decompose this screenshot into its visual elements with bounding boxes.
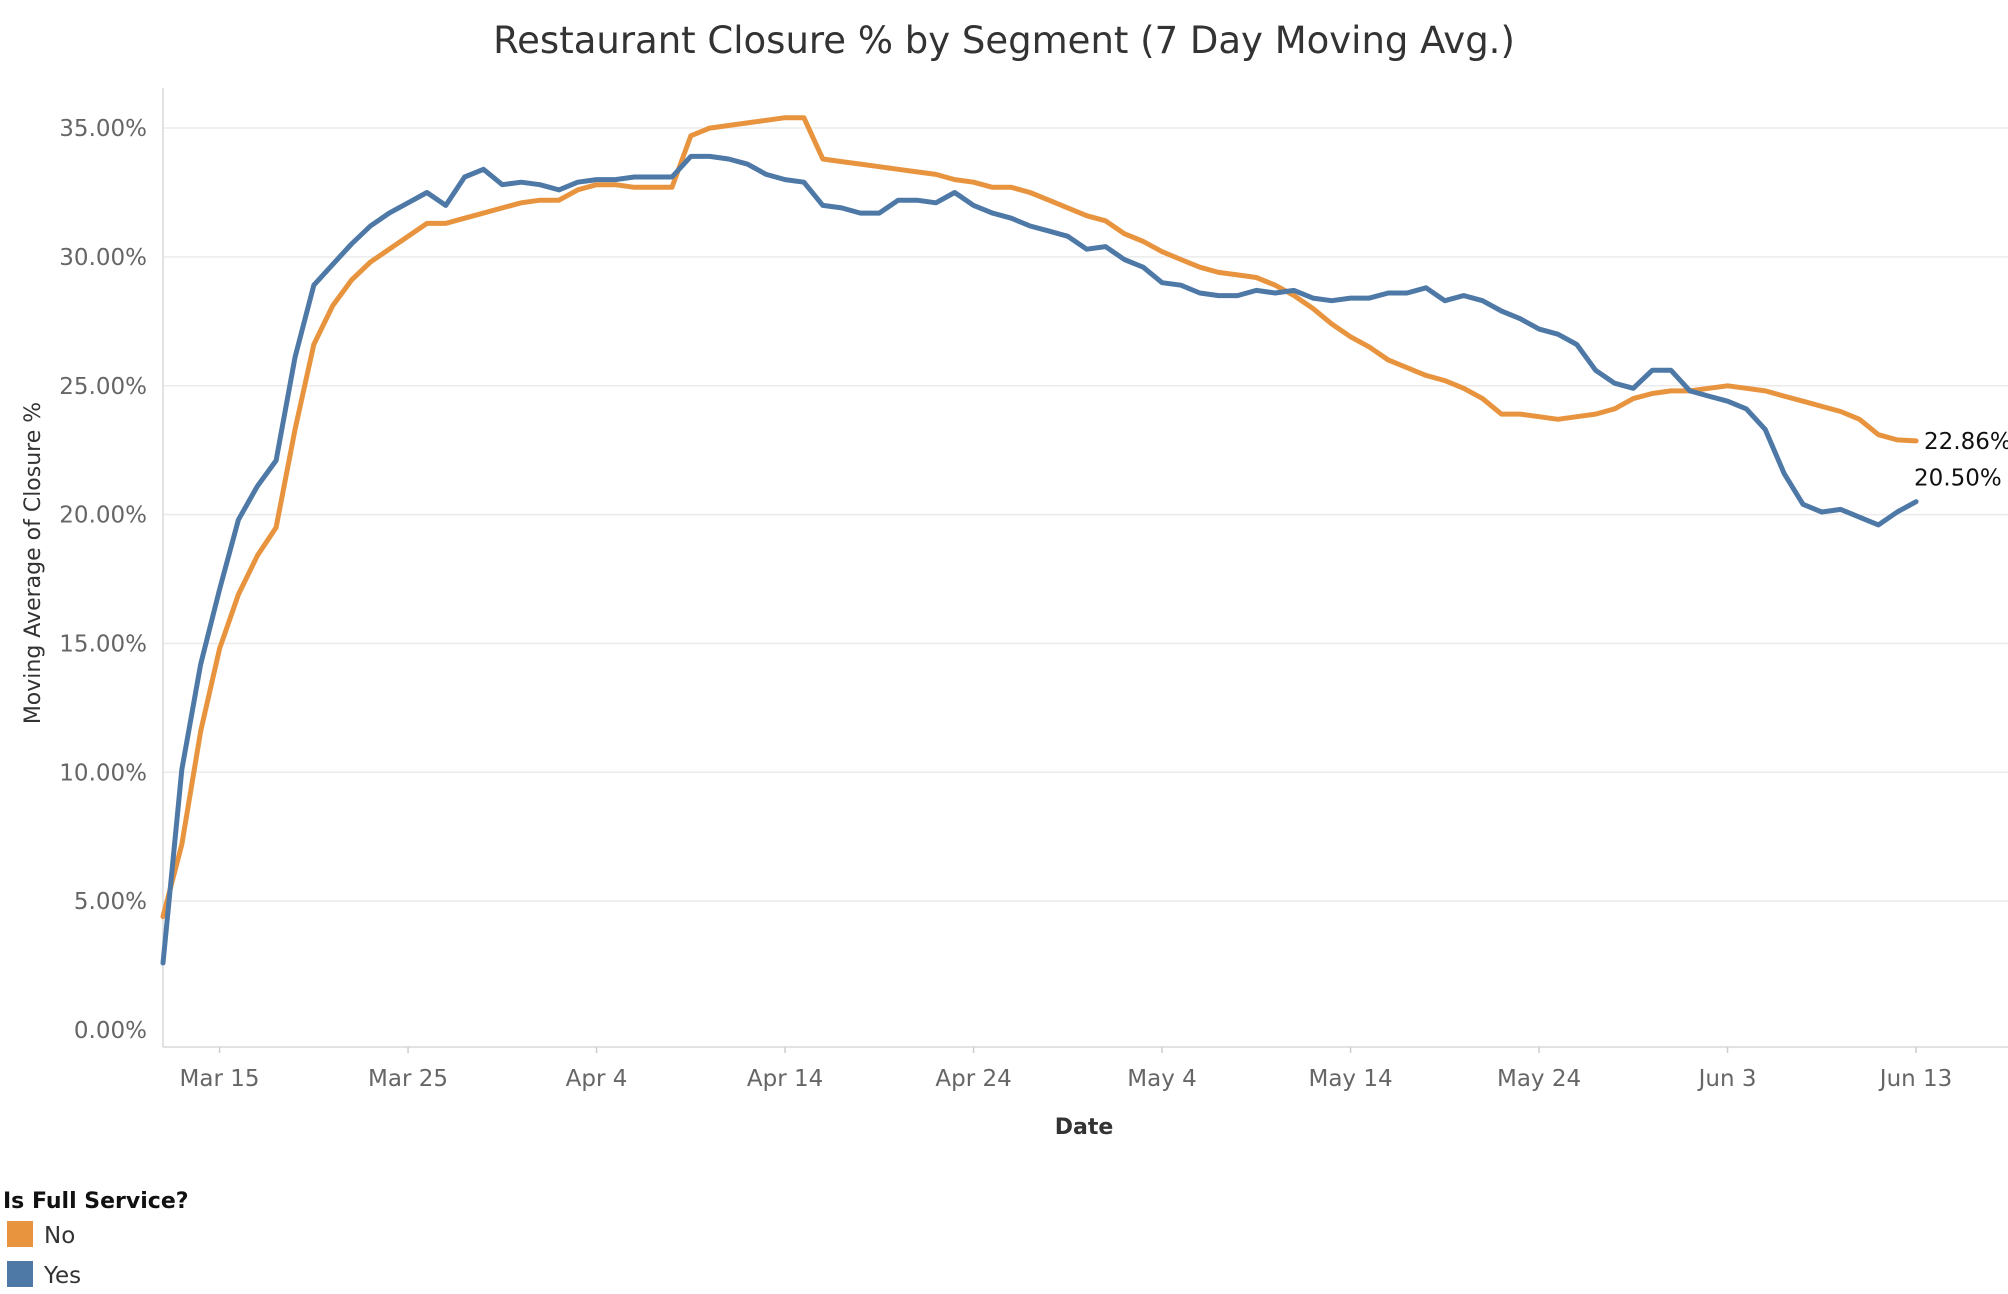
chart-title: Restaurant Closure % by Segment (7 Day M… bbox=[493, 19, 1515, 62]
legend-label-no: No bbox=[44, 1223, 75, 1249]
end-label-no: 22.86% bbox=[1924, 429, 2008, 455]
x-tick-label: May 24 bbox=[1497, 1066, 1581, 1092]
x-tick-label: Mar 25 bbox=[368, 1066, 448, 1092]
x-axis-title: Date bbox=[1055, 1115, 1114, 1140]
x-axis-ticks: Mar 15 Mar 25 Apr 4 Apr 14 Apr 24 May 4 May 14… bbox=[180, 1047, 1953, 1092]
x-tick-label: Apr 24 bbox=[935, 1066, 1011, 1092]
legend-label-yes: Yes bbox=[43, 1263, 81, 1289]
legend-title: Is Full Service? bbox=[3, 1189, 189, 1214]
axes bbox=[162, 88, 2008, 1048]
x-tick-label: Apr 4 bbox=[566, 1066, 628, 1092]
x-tick-label: Jun 13 bbox=[1878, 1066, 1953, 1092]
x-tick-label: Apr 14 bbox=[747, 1066, 823, 1092]
y-tick-label: 0.00% bbox=[74, 1018, 147, 1044]
y-tick-label: 25.00% bbox=[59, 374, 147, 400]
series-line-yes bbox=[160, 153, 1919, 966]
y-axis-ticks: 0.00% 5.00% 10.00% 15.00% 20.00% 25.00% 30.00%… bbox=[59, 116, 147, 1044]
y-tick-label: 20.00% bbox=[59, 503, 147, 529]
y-tick-label: 15.00% bbox=[59, 631, 147, 657]
x-tick-label: May 14 bbox=[1308, 1066, 1392, 1092]
x-tick-label: Mar 15 bbox=[180, 1066, 260, 1092]
x-tick-label: Jun 3 bbox=[1697, 1066, 1757, 1092]
legend-swatch-yes bbox=[7, 1261, 33, 1287]
end-label-yes: 20.50% bbox=[1914, 466, 2002, 492]
gridlines bbox=[163, 127, 2008, 902]
y-tick-label: 5.00% bbox=[74, 889, 147, 915]
y-tick-label: 35.00% bbox=[59, 116, 147, 142]
y-tick-label: 10.00% bbox=[59, 760, 147, 786]
series-lines bbox=[160, 115, 1919, 966]
legend-swatch-no bbox=[7, 1221, 33, 1247]
x-tick-label: May 4 bbox=[1127, 1066, 1197, 1092]
y-axis-title: Moving Average of Closure % bbox=[21, 402, 46, 724]
legend: Is Full Service? No Yes bbox=[3, 1189, 189, 1289]
series-line-no bbox=[160, 115, 1919, 920]
y-tick-label: 30.00% bbox=[59, 245, 147, 271]
